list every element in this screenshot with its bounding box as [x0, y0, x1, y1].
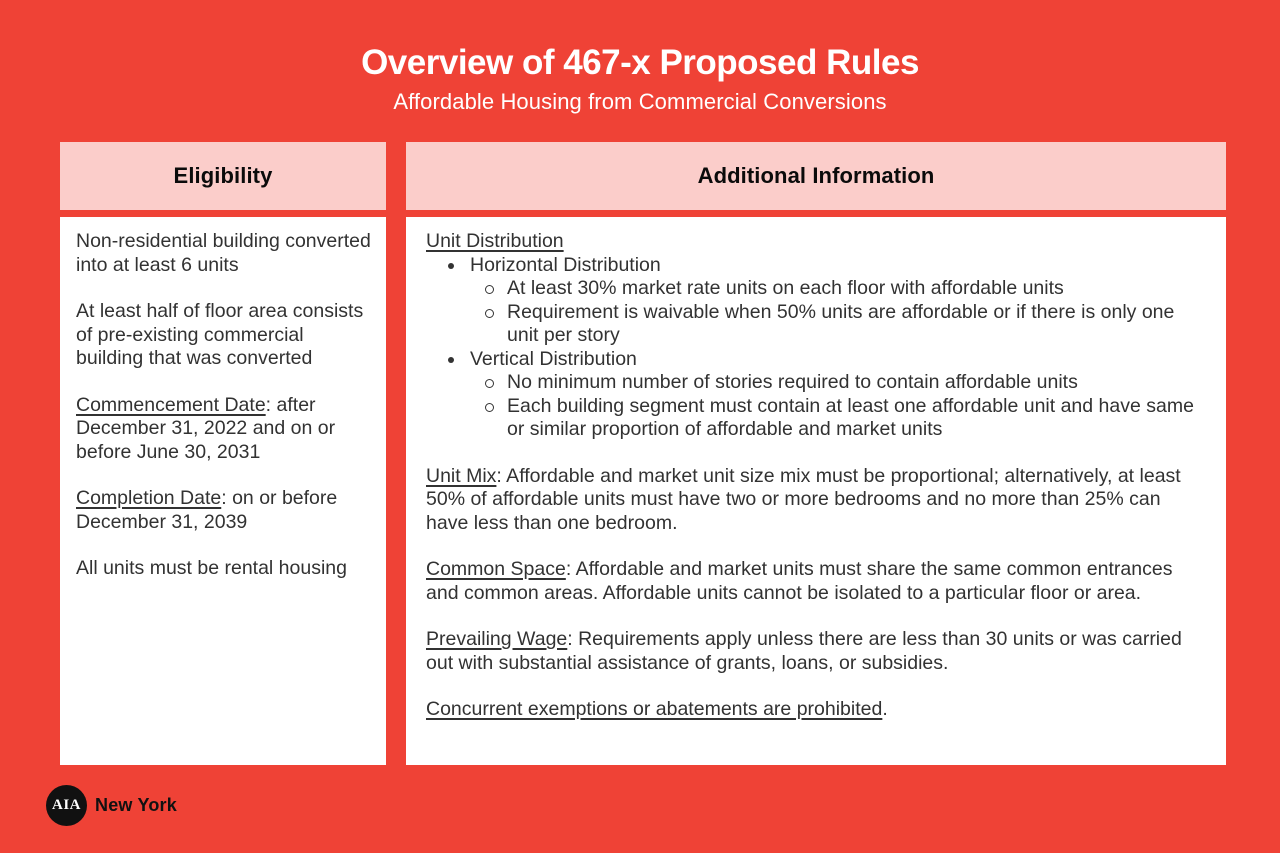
eligibility-paragraph-completion-date: Completion Date: on or before December 3… — [76, 487, 374, 534]
aia-logo: AIA — [46, 785, 87, 826]
page-subtitle: Affordable Housing from Commercial Conve… — [393, 89, 887, 114]
horizontal-distribution-sublist: At least 30% market rate units on each f… — [470, 277, 1202, 348]
paragraph-concurrent-exemptions: Concurrent exemptions or abatements are … — [426, 698, 1202, 722]
paragraph-text: . — [882, 698, 888, 720]
term-label: Prevailing Wage — [426, 628, 568, 650]
paragraph-common-space: Common Space: Affordable and market unit… — [426, 558, 1202, 605]
term-label: Completion Date — [76, 487, 222, 509]
additional-info-card: Additional Information Unit Distribution… — [406, 142, 1226, 765]
term-label: Unit Mix — [426, 464, 497, 487]
paragraph-text: : after December 31, 2022 and on or befo… — [76, 393, 336, 463]
eligibility-header: Eligibility — [60, 142, 386, 210]
list-item-label: Vertical Distribution — [470, 347, 637, 370]
paragraph-text: Non-residential building converted into … — [76, 230, 371, 276]
page-title: Overview of 467-x Proposed Rules — [361, 43, 919, 82]
term-label: Concurrent exemptions or abatements are … — [426, 698, 883, 720]
list-item-label: Horizontal Distribution — [470, 253, 661, 276]
paragraph-text: : Affordable and market units must share… — [426, 558, 1173, 604]
list-subitem: Each building segment must contain at le… — [470, 395, 1202, 442]
paragraph-prevailing-wage: Prevailing Wage: Requirements apply unle… — [426, 628, 1202, 675]
list-subitem: At least 30% market rate units on each f… — [470, 277, 1202, 301]
term-label: Unit Distribution — [426, 230, 564, 252]
list-subitem: Requirement is waivable when 50% units a… — [470, 301, 1202, 348]
title-block: Overview of 467-x Proposed Rules Afforda… — [0, 44, 1280, 115]
aia-logo-text: AIA — [51, 797, 81, 813]
additional-info-header: Additional Information — [406, 142, 1226, 210]
eligibility-card: Eligibility Non-residential building con… — [60, 142, 386, 765]
eligibility-paragraph-rental: All units must be rental housing — [76, 557, 374, 581]
paragraph-text: : on or before December 31, 2039 — [76, 487, 338, 533]
eligibility-paragraph-conversion: Non-residential building converted into … — [76, 230, 374, 277]
paragraph-text: : Affordable and market unit size mix mu… — [426, 464, 1181, 534]
list-item-horizontal-distribution: Horizontal Distribution At least 30% mar… — [426, 254, 1202, 348]
unit-distribution-list: Horizontal Distribution At least 30% mar… — [426, 254, 1202, 442]
paragraph-unit-mix: Unit Mix: Affordable and market unit siz… — [426, 465, 1202, 536]
term-label: Common Space — [426, 558, 566, 580]
list-item-vertical-distribution: Vertical Distribution No minimum number … — [426, 348, 1202, 442]
paragraph-text: All units must be rental housing — [76, 557, 347, 579]
additional-info-body: Unit Distribution Horizontal Distributio… — [406, 217, 1226, 765]
list-subitem: No minimum number of stories required to… — [470, 371, 1202, 395]
eligibility-paragraph-commencement-date: Commencement Date: after December 31, 20… — [76, 394, 374, 465]
eligibility-body: Non-residential building converted into … — [60, 217, 386, 765]
unit-distribution-heading: Unit Distribution — [426, 230, 1202, 254]
eligibility-paragraph-floor-area: At least half of floor area consists of … — [76, 300, 374, 371]
org-name: New York — [95, 795, 177, 815]
paragraph-text: : Requirements apply unless there are le… — [426, 628, 1182, 674]
vertical-distribution-sublist: No minimum number of stories required to… — [470, 371, 1202, 442]
term-label: Commencement Date — [76, 393, 266, 416]
paragraph-text: At least half of floor area consists of … — [76, 300, 364, 369]
